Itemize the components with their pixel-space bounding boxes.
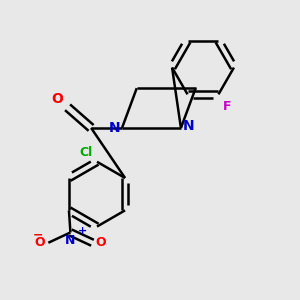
- Text: Cl: Cl: [79, 146, 93, 159]
- Text: N: N: [65, 234, 76, 247]
- Text: N: N: [109, 121, 121, 135]
- Text: O: O: [51, 92, 63, 106]
- Text: +: +: [78, 226, 87, 236]
- Text: O: O: [95, 236, 106, 249]
- Text: N: N: [182, 119, 194, 134]
- Text: −: −: [33, 229, 43, 242]
- Text: F: F: [223, 100, 231, 113]
- Text: O: O: [35, 236, 45, 249]
